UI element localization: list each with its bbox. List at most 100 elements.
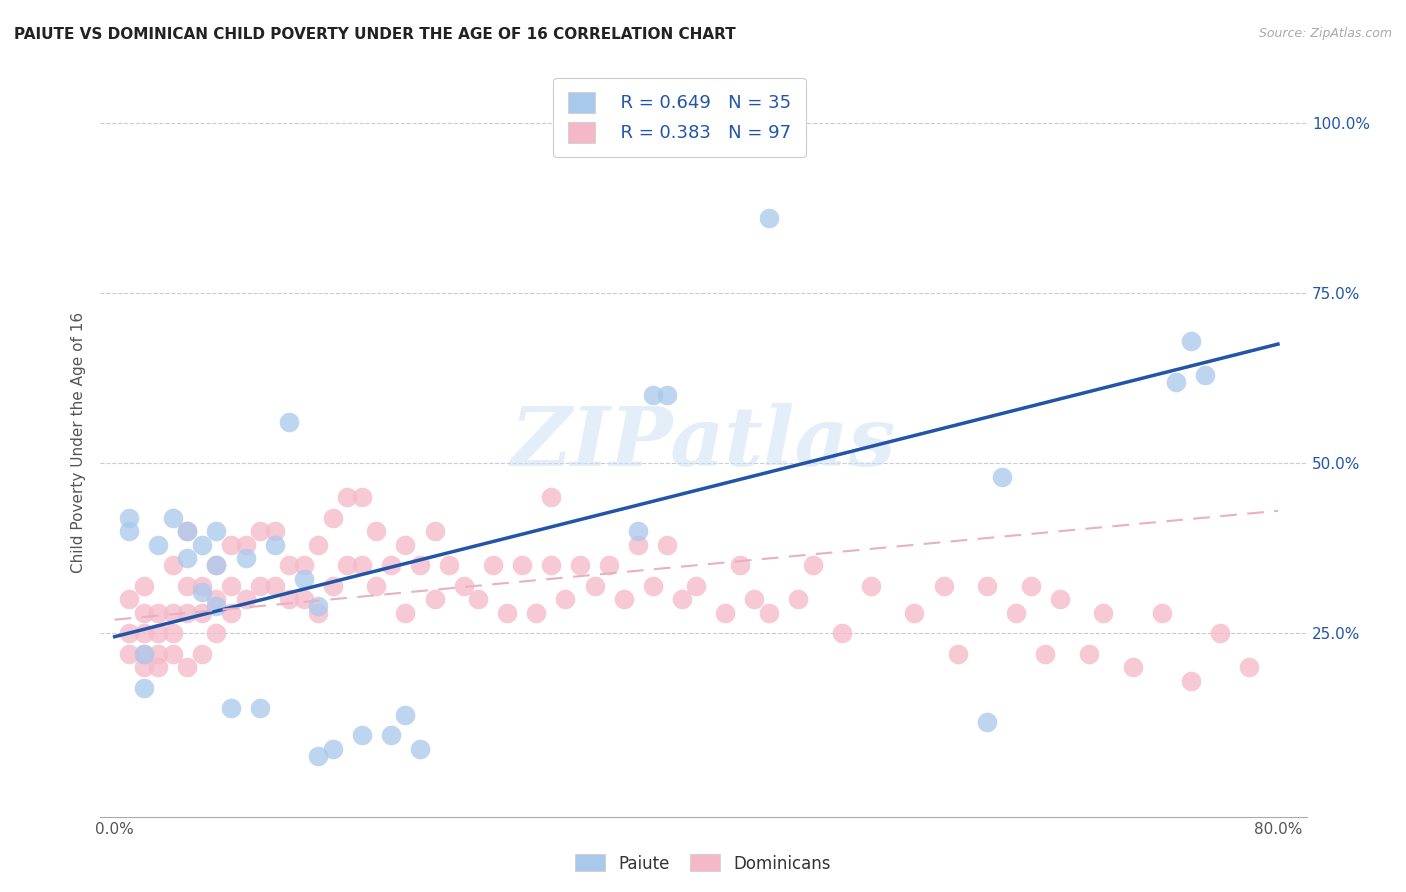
Point [409,742,432,756]
Point [205,592,228,607]
Point [758,606,780,620]
Point [1005,606,1028,620]
Point [1077,647,1099,661]
Point [307,748,329,763]
Point [641,388,664,402]
Point [453,579,475,593]
Point [366,579,388,593]
Point [162,647,184,661]
Point [510,558,533,573]
Point [263,538,285,552]
Point [162,626,184,640]
Point [903,606,925,620]
Point [583,579,606,593]
Point [1092,606,1115,620]
Point [118,626,141,640]
Point [831,626,853,640]
Point [409,558,432,573]
Point [219,701,242,715]
Point [263,579,285,593]
Point [191,585,214,599]
Point [205,599,228,613]
Point [307,599,329,613]
Point [118,510,141,524]
Point [627,538,650,552]
Point [350,490,373,504]
Point [148,660,170,674]
Point [423,592,446,607]
Point [598,558,620,573]
Point [657,538,679,552]
Point [423,524,446,539]
Point [627,524,650,539]
Point [162,606,184,620]
Point [292,592,315,607]
Point [191,579,214,593]
Point [292,558,315,573]
Point [132,579,155,593]
Point [292,572,315,586]
Point [496,606,519,620]
Point [148,626,170,640]
Point [263,524,285,539]
Point [481,558,503,573]
Point [394,606,416,620]
Point [235,551,257,566]
Point [801,558,824,573]
Point [148,606,170,620]
Point [524,606,547,620]
Text: PAIUTE VS DOMINICAN CHILD POVERTY UNDER THE AGE OF 16 CORRELATION CHART: PAIUTE VS DOMINICAN CHILD POVERTY UNDER … [14,27,735,42]
Point [148,647,170,661]
Y-axis label: Child Poverty Under the Age of 16: Child Poverty Under the Age of 16 [72,312,86,574]
Point [350,728,373,742]
Point [235,592,257,607]
Point [307,538,329,552]
Point [394,538,416,552]
Point [322,579,344,593]
Point [219,579,242,593]
Point [1122,660,1144,674]
Point [1033,647,1056,661]
Point [554,592,576,607]
Point [569,558,592,573]
Point [205,558,228,573]
Point [278,558,301,573]
Point [205,558,228,573]
Point [118,647,141,661]
Point [714,606,737,620]
Point [205,524,228,539]
Point [613,592,636,607]
Point [219,606,242,620]
Point [176,524,198,539]
Point [932,579,955,593]
Point [946,647,969,661]
Point [132,647,155,661]
Point [176,579,198,593]
Point [322,742,344,756]
Point [132,606,155,620]
Point [118,524,141,539]
Point [336,490,359,504]
Point [249,701,271,715]
Point [132,681,155,695]
Point [176,524,198,539]
Point [322,510,344,524]
Point [176,606,198,620]
Point [132,660,155,674]
Point [219,538,242,552]
Point [540,490,562,504]
Point [467,592,489,607]
Point [1180,334,1202,348]
Text: Source: ZipAtlas.com: Source: ZipAtlas.com [1258,27,1392,40]
Point [235,538,257,552]
Legend: Paiute, Dominicans: Paiute, Dominicans [568,847,838,880]
Point [1049,592,1071,607]
Point [1194,368,1216,382]
Point [278,415,301,429]
Point [249,579,271,593]
Point [132,626,155,640]
Point [191,647,214,661]
Point [394,707,416,722]
Point [132,647,155,661]
Point [657,388,679,402]
